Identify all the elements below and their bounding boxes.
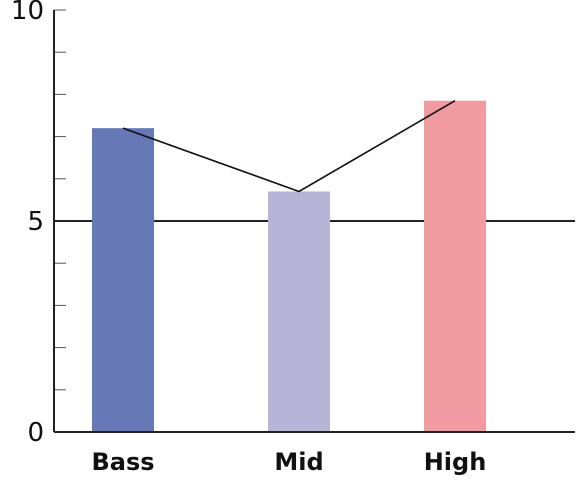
bar-mid <box>268 191 330 432</box>
bar-high <box>424 100 486 432</box>
overlay-line <box>122 100 456 193</box>
x-tick-label: Mid <box>274 448 323 476</box>
x-tick-label: High <box>424 448 487 476</box>
overlay-line-layer <box>122 100 456 193</box>
x-tick-label: Bass <box>91 448 154 476</box>
y-tick-label: 5 <box>27 207 44 237</box>
x-tick-labels: Bass Mid High <box>91 448 486 476</box>
bars <box>92 100 486 432</box>
bar-bass <box>92 128 154 432</box>
y-tick-label: 0 <box>27 418 44 448</box>
y-tick-label: 10 <box>11 0 44 26</box>
y-tick-labels: 0 5 10 <box>11 0 44 448</box>
